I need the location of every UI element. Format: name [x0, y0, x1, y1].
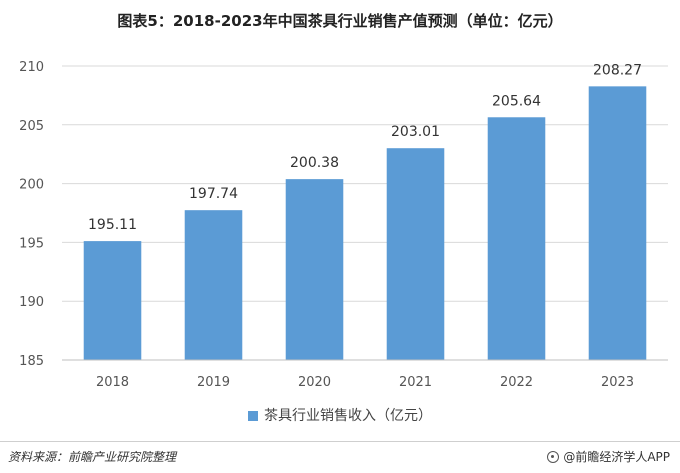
- y-tick-label: 185: [19, 354, 44, 369]
- x-tick-label-2018: 2018: [96, 375, 129, 390]
- data-label-2020: 200.38: [290, 155, 339, 171]
- source-note: 资料来源：前瞻产业研究院整理: [8, 450, 177, 464]
- bar-2019: [184, 210, 243, 360]
- chart-title: 图表5：2018-2023年中国茶具行业销售产值预测（单位：亿元）: [117, 12, 563, 30]
- data-label-2018: 195.11: [88, 217, 137, 233]
- x-tick-label-2020: 2020: [298, 375, 331, 390]
- bar-2020: [285, 179, 344, 360]
- bar-2021: [386, 148, 445, 360]
- data-label-2021: 203.01: [391, 124, 440, 140]
- data-label-2023: 208.27: [593, 62, 642, 78]
- bar-2018: [83, 241, 142, 360]
- y-tick-label: 210: [19, 60, 44, 75]
- x-tick-label-2019: 2019: [197, 375, 230, 390]
- legend-label: 茶具行业销售收入（亿元）: [264, 408, 432, 424]
- y-tick-label: 190: [19, 295, 44, 310]
- y-tick-label: 195: [19, 236, 44, 251]
- app-logo-icon: [547, 451, 560, 463]
- bar-2023: [588, 86, 647, 361]
- app-credit: @前瞻经济学人APP: [547, 448, 670, 465]
- x-tick-label-2022: 2022: [500, 375, 533, 390]
- bar-2022: [487, 117, 546, 361]
- footer-divider: [0, 441, 680, 442]
- y-axis-tick-labels: 185 190 195 200 205 210: [19, 60, 44, 369]
- x-axis-tick-labels: 2018 2019 2020 2021 2022 2023: [96, 375, 634, 390]
- y-tick-label: 200: [19, 178, 44, 193]
- bars: [83, 86, 647, 361]
- data-label-2019: 197.74: [189, 186, 238, 202]
- legend-swatch: [248, 411, 258, 421]
- gridlines: [62, 65, 668, 302]
- legend: 茶具行业销售收入（亿元）: [0, 405, 680, 425]
- x-tick-label-2021: 2021: [399, 375, 432, 390]
- x-tick-label-2023: 2023: [601, 375, 634, 390]
- data-labels: 195.11 197.74 200.38 203.01 205.64 208.27: [88, 62, 642, 233]
- y-tick-label: 205: [19, 119, 44, 134]
- app-credit-label: @前瞻经济学人APP: [563, 450, 670, 464]
- data-label-2022: 205.64: [492, 93, 541, 109]
